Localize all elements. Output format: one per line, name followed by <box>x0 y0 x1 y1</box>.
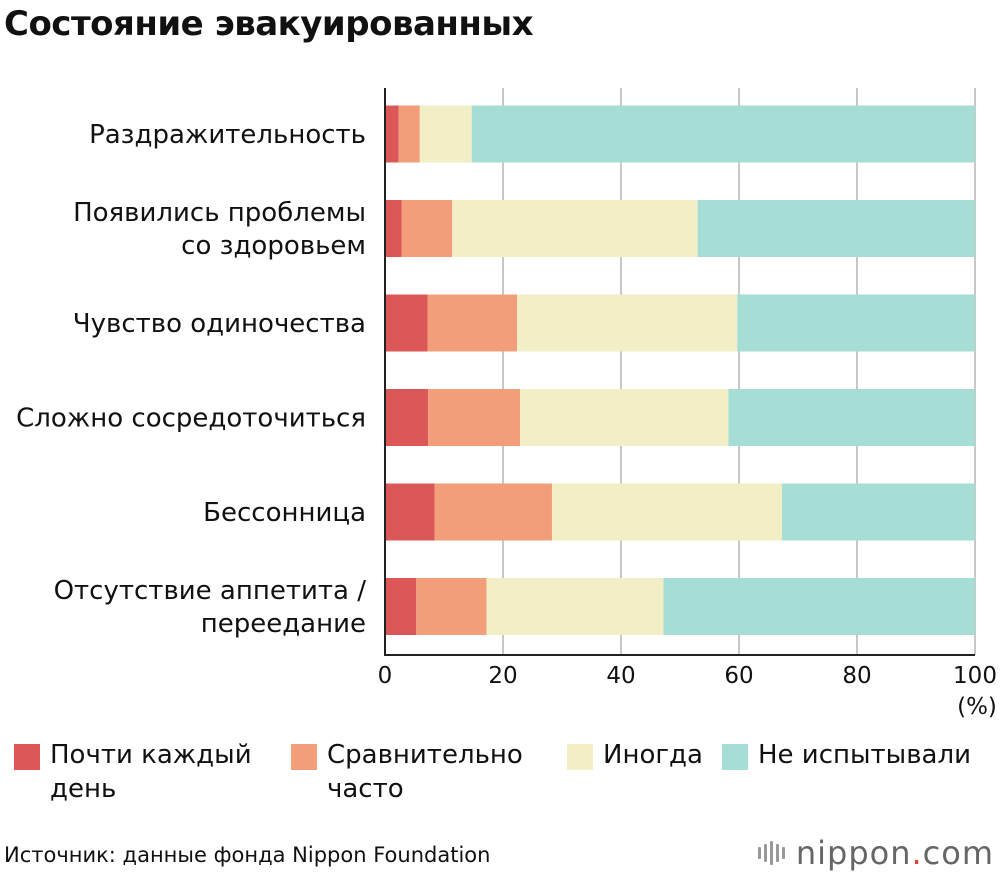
legend-swatch-2 <box>567 744 593 770</box>
category-label-3-0: Сложно сосредоточиться <box>16 404 366 434</box>
bar-segment-3-3 <box>728 389 975 446</box>
bar-segment-2-2 <box>517 294 738 352</box>
bar-segment-0-3 <box>471 105 975 163</box>
bar-segment-2-3 <box>737 294 975 352</box>
legend-item-2: Иногда <box>567 738 703 772</box>
legend-item-1: Сравнительно часто <box>291 738 523 806</box>
x-tick-label-40: 40 <box>606 663 635 689</box>
legend-swatch-1 <box>291 744 317 770</box>
bar-segment-2-0 <box>385 294 428 352</box>
x-tick-label-60: 60 <box>724 663 753 689</box>
bar-segment-5-3 <box>663 578 975 635</box>
bar-segment-4-2 <box>551 483 783 541</box>
category-label-5-1: переедание <box>201 609 366 639</box>
legend-label-3: Не испытывали <box>758 740 971 770</box>
brand-logo: nippon.com <box>757 834 994 872</box>
legend-swatch-3 <box>722 744 748 770</box>
brand-bars-icon <box>757 841 788 865</box>
bars <box>385 105 975 635</box>
legend-label-1: Сравнительно часто <box>327 740 523 804</box>
legend-label-0: Почти каждый день <box>50 740 252 804</box>
category-label-5-0: Отсутствие аппетита / <box>54 576 367 606</box>
x-axis-unit: (%) <box>957 694 997 720</box>
bar-segment-1-2 <box>452 200 698 257</box>
bar-segment-1-0 <box>385 200 402 257</box>
bar-segment-5-2 <box>486 578 664 635</box>
grid-lines <box>502 88 976 655</box>
bar-segment-0-2 <box>419 105 472 163</box>
bar-segment-3-1 <box>428 389 521 446</box>
legend-item-0: Почти каждый день <box>14 738 252 806</box>
bar-segment-0-1 <box>398 105 420 163</box>
category-label-1-1: со здоровьем <box>181 231 366 261</box>
x-tick-label-80: 80 <box>842 663 871 689</box>
x-tick-label-0: 0 <box>378 663 393 689</box>
legend-swatch-0 <box>14 744 40 770</box>
bar-segment-2-1 <box>427 294 518 352</box>
legend-label-2: Иногда <box>603 740 703 770</box>
bar-segment-5-0 <box>385 578 417 635</box>
category-label-4-0: Бессонница <box>203 498 366 528</box>
bar-segment-3-2 <box>520 389 729 446</box>
axes: 0 20 40 60 80 100 (%) <box>378 88 997 720</box>
category-label-1-0: Появились проблемы <box>73 198 366 228</box>
bar-segment-1-3 <box>697 200 975 257</box>
chart-title: Состояние эвакуированных <box>4 4 534 44</box>
bar-segment-3-0 <box>385 389 429 446</box>
stacked-bar-chart: 0 20 40 60 80 100 (%) Раздражительность Появили… <box>16 88 997 720</box>
category-label-0-0: Раздражительность <box>89 120 366 150</box>
x-tick-label-100: 100 <box>953 663 997 689</box>
bar-segment-1-1 <box>401 200 453 257</box>
legend: Почти каждый день Сравнительно часто Иногда Н… <box>0 738 1000 818</box>
x-tick-label-20: 20 <box>488 663 517 689</box>
bar-segment-0-0 <box>385 105 399 163</box>
category-label-2-0: Чувство одиночества <box>73 309 366 339</box>
bar-segment-4-1 <box>434 483 552 541</box>
bar-segment-5-1 <box>416 578 487 635</box>
brand-name: nippon.com <box>795 834 994 872</box>
bar-segment-4-0 <box>385 483 435 541</box>
source-note: Источник: данные фонда Nippon Foundation <box>4 843 491 867</box>
legend-item-3: Не испытывали <box>722 738 971 772</box>
bar-segment-4-3 <box>782 483 975 541</box>
